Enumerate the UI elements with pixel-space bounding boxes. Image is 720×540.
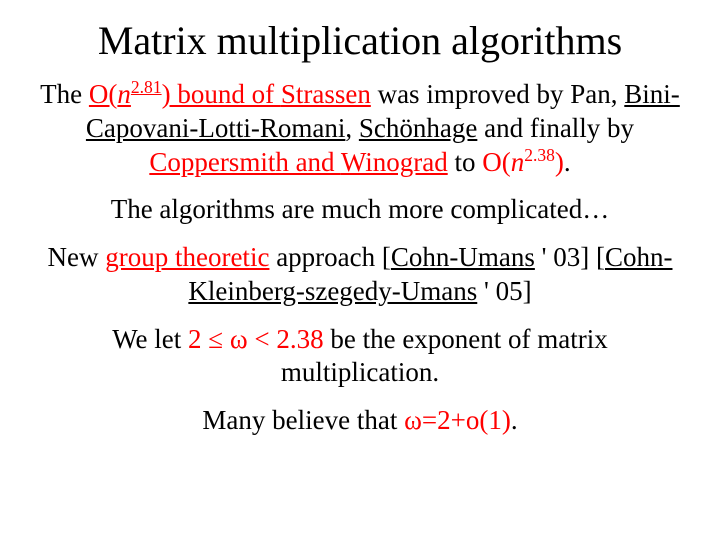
text: was improved by Pan, (371, 79, 624, 109)
text-red-underline: group theoretic (105, 242, 269, 272)
slide-title: Matrix multiplication algorithms (30, 18, 690, 64)
text-underline: Schönhage (359, 113, 477, 143)
text: , (345, 113, 359, 143)
paragraph-2: The algorithms are much more complicated… (30, 193, 690, 227)
text: ) bound of (162, 79, 281, 109)
superscript: 2.38 (524, 145, 555, 165)
text-red: 2 ≤ ω < 2.38 (188, 324, 324, 354)
text: New (48, 242, 106, 272)
text-red: O(n2.38) (482, 147, 564, 177)
superscript: 2.81 (131, 77, 162, 97)
text: to (448, 147, 483, 177)
slide: Matrix multiplication algorithms The O(n… (0, 0, 720, 540)
paragraph-5: Many believe that ω=2+o(1). (30, 404, 690, 438)
text: Coppersmith and (149, 147, 341, 177)
text: ' 03] [ (535, 242, 605, 272)
text: We let (112, 324, 188, 354)
text: ' 05] (477, 276, 531, 306)
text-red: Coppersmith and Winograd (149, 147, 447, 177)
text: ) (555, 147, 564, 177)
text: O( (482, 147, 511, 177)
text: be the exponent of matrix multiplication… (281, 324, 608, 388)
text: . (511, 405, 518, 435)
text-italic: n (117, 79, 131, 109)
text-red: O(n2.81) bound of Strassen (89, 79, 371, 109)
paragraph-4: We let 2 ≤ ω < 2.38 be the exponent of m… (30, 323, 690, 391)
paragraph-1: The O(n2.81) bound of Strassen was impro… (30, 78, 690, 179)
text: Many believe that (202, 405, 404, 435)
paragraph-3: New group theoretic approach [Cohn-Umans… (30, 241, 690, 309)
text: O( (89, 79, 118, 109)
text: and finally by (477, 113, 634, 143)
text: . (564, 147, 571, 177)
text-underline: Cohn-Umans (391, 242, 535, 272)
text: The (40, 79, 89, 109)
text: Strassen (281, 79, 371, 109)
text-italic: n (511, 147, 525, 177)
text-red: ω=2+o(1) (404, 405, 511, 435)
text: Winograd (341, 147, 448, 177)
text: approach [ (269, 242, 390, 272)
